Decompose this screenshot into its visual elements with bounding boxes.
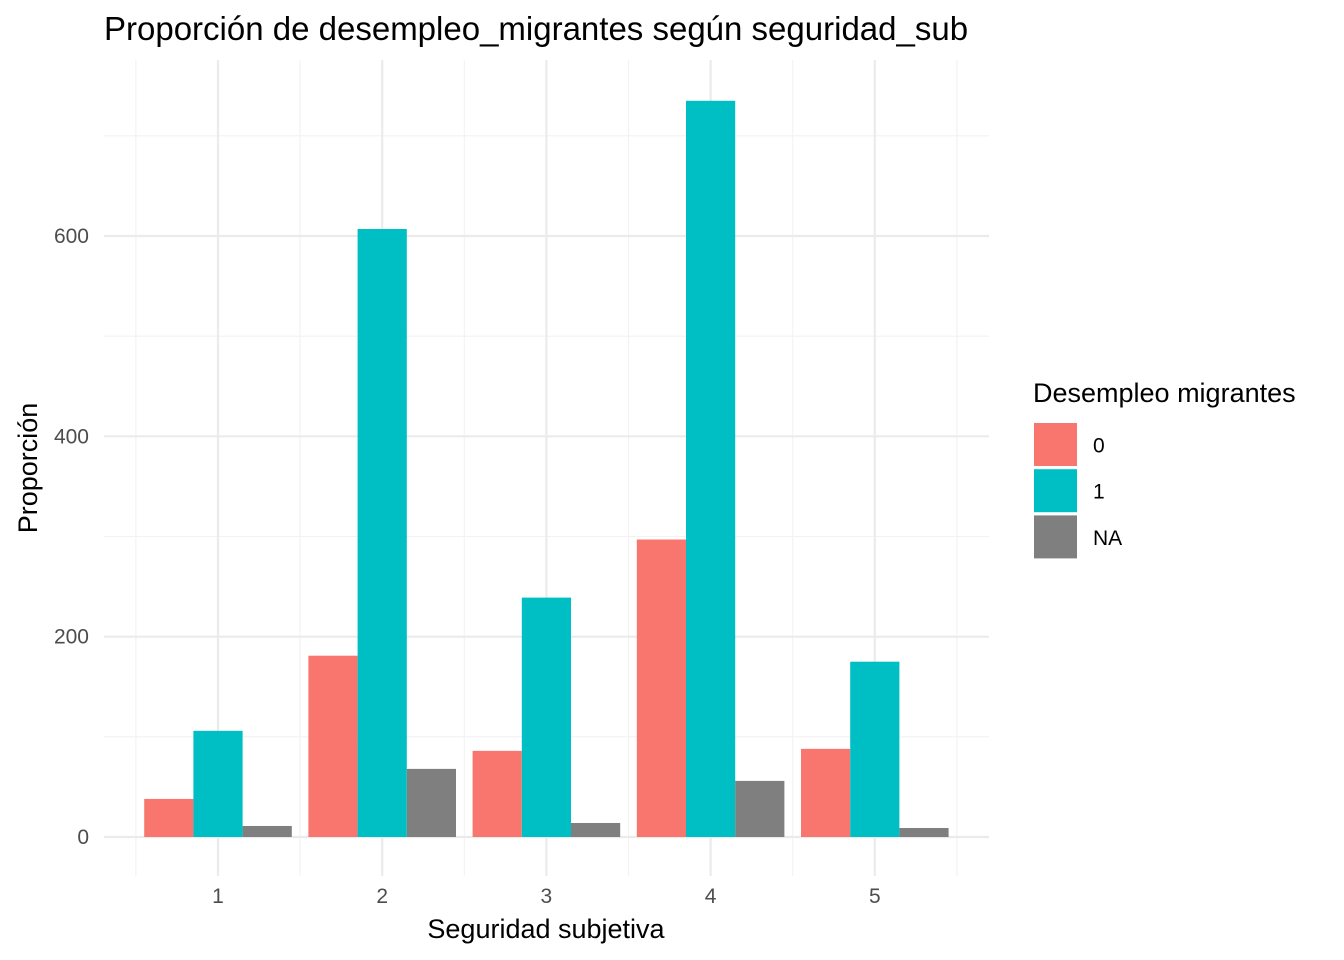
x-tick-label: 3	[541, 885, 553, 908]
legend-key-1	[1034, 469, 1077, 513]
bar-cat-4-series-1	[686, 100, 736, 837]
bar-cat-1-series-1	[193, 730, 243, 837]
bar-cat-2-series-0	[308, 655, 358, 837]
legend-label-0: 0	[1093, 435, 1105, 458]
bar-cat-1-series-NA	[242, 825, 292, 837]
x-tick-label: 2	[376, 885, 388, 908]
bar-cat-5-series-NA	[899, 827, 949, 837]
legend: Desempleo migrantes 0 1 NA	[1033, 378, 1296, 559]
chart-title: Proporción de desempleo_migrantes según …	[104, 10, 968, 47]
legend-label-1: 1	[1093, 481, 1105, 504]
x-tick-label: 5	[869, 885, 881, 908]
y-tick-label: 600	[54, 225, 89, 248]
legend-key-0	[1034, 423, 1077, 466]
bar-cat-3-series-NA	[571, 822, 621, 837]
bar-cat-4-series-NA	[735, 780, 785, 837]
bar-cat-3-series-0	[472, 750, 522, 837]
legend-label-NA: NA	[1093, 527, 1122, 550]
bar-cat-4-series-0	[636, 539, 686, 837]
bar-cat-5-series-0	[801, 748, 851, 837]
x-tick-label: 4	[705, 885, 717, 908]
bars	[144, 100, 949, 837]
legend-key-NA	[1034, 515, 1077, 559]
bar-cat-3-series-1	[521, 597, 571, 837]
y-axis-title: Proporción	[13, 403, 43, 534]
bar-cat-5-series-1	[850, 661, 900, 837]
y-tick-label: 400	[54, 425, 89, 448]
y-tick-label: 200	[54, 626, 89, 649]
axes: 0 200 400 600 1 2 3 4 5	[54, 225, 881, 908]
x-tick-label: 1	[212, 885, 224, 908]
legend-title: Desempleo migrantes	[1033, 378, 1296, 408]
x-axis-title: Seguridad subjetiva	[427, 914, 665, 944]
y-tick-label: 0	[77, 826, 89, 849]
bar-cat-2-series-1	[357, 228, 407, 837]
bar-cat-1-series-0	[144, 798, 194, 837]
bar-cat-2-series-NA	[406, 768, 456, 837]
